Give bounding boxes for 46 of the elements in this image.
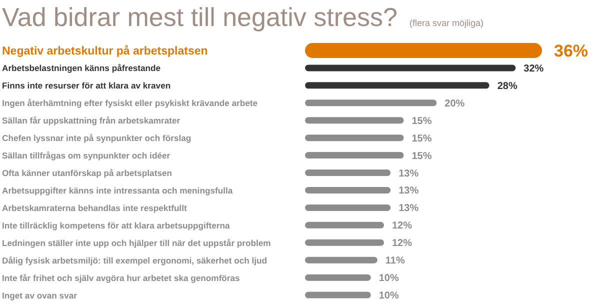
bar bbox=[305, 64, 516, 72]
y-tick-label: Negativ arbetskultur på arbetsplatsen bbox=[2, 44, 208, 58]
chart-subtitle: (flera svar möjliga) bbox=[409, 18, 484, 28]
y-tick-label: Arbetsbelastningen känns påfrestande bbox=[2, 63, 161, 74]
y-tick-label: Chefen lyssnar inte på synpunkter och förslag bbox=[2, 133, 192, 144]
bar bbox=[305, 170, 391, 176]
y-tick-label: Ofta känner utanförskap på arbetsplatsen bbox=[2, 168, 172, 178]
data-label: 12% bbox=[392, 238, 412, 250]
bar bbox=[305, 292, 371, 298]
y-tick-label: Inte tillräcklig kompetens för att klara arbetsuppgifterna bbox=[2, 220, 230, 230]
data-label: 15% bbox=[412, 133, 432, 144]
y-tick-label: Inget av ovan svar bbox=[2, 290, 78, 300]
y-tick-label: Arbetsuppgifter känns inte intressanta och meningsfulla bbox=[2, 185, 233, 196]
bar bbox=[305, 134, 404, 142]
data-label: 10% bbox=[378, 290, 399, 302]
chart-title: Vad bidrar mest till negativ stress? bbox=[2, 2, 398, 32]
y-tick-label: Sällan tillfrågas om synpunkter och idéer bbox=[2, 150, 171, 161]
data-label: 15% bbox=[412, 116, 432, 127]
bar bbox=[305, 239, 384, 246]
y-tick-label: Ledningen ställer inte upp och hjälper till när det uppstår problem bbox=[2, 238, 272, 248]
y-tick-label: Sällan får uppskattning från arbetskamrater bbox=[2, 116, 181, 126]
bar bbox=[305, 256, 378, 264]
y-tick-label: Inte får frihet och själv avgöra hur arbetet ska genomföras bbox=[2, 272, 240, 283]
y-tick-label: Arbetskamraterna behandlas inte respektfullt bbox=[2, 202, 187, 213]
y-tick-label: Finns inte resurser för att klara av kraven bbox=[2, 80, 171, 91]
y-tick-label: Dålig fysisk arbetsmiljö: till exempel ergonomi, säkerhet och ljud bbox=[2, 255, 268, 266]
data-label: 12% bbox=[392, 220, 412, 232]
bar bbox=[305, 82, 490, 89]
bar bbox=[305, 117, 404, 124]
bar bbox=[305, 100, 437, 106]
data-label: 13% bbox=[398, 203, 419, 214]
bar bbox=[305, 274, 371, 281]
data-label: 15% bbox=[412, 150, 432, 162]
bar bbox=[305, 204, 391, 211]
data-label: 28% bbox=[497, 80, 518, 92]
data-label: 20% bbox=[444, 98, 465, 110]
data-label: 36% bbox=[554, 42, 588, 60]
bar bbox=[305, 186, 391, 194]
y-tick-label: Ingen återhämtning efter fysiskt eller psykiskt krävande arbete bbox=[2, 98, 258, 108]
bar bbox=[305, 152, 404, 159]
bar bbox=[305, 222, 384, 228]
data-label: 13% bbox=[398, 168, 419, 180]
data-label: 32% bbox=[524, 63, 544, 74]
data-label: 10% bbox=[378, 273, 399, 284]
data-label: 13% bbox=[398, 186, 419, 197]
data-label: 11% bbox=[385, 256, 405, 267]
